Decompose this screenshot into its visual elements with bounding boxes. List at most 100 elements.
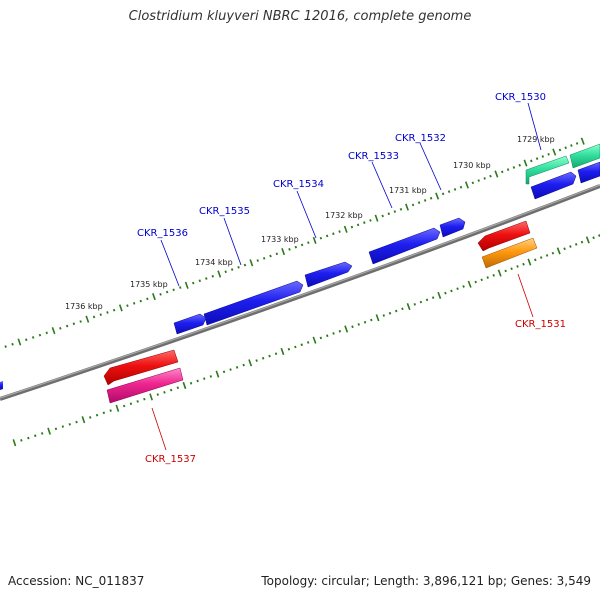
map-title: Clostridium kluyveri NBRC 12016, complet… bbox=[128, 9, 472, 24]
minor-tick bbox=[45, 331, 48, 335]
genome-info-label: Topology: circular; Length: 3,896,121 bp… bbox=[261, 574, 591, 588]
minor-tick bbox=[122, 404, 126, 408]
minor-tick bbox=[425, 298, 429, 302]
major-tick bbox=[343, 225, 348, 233]
minor-tick bbox=[471, 181, 475, 185]
major-tick bbox=[149, 393, 153, 401]
minor-tick bbox=[319, 336, 323, 340]
gene-label-ckr-1535[interactable]: CKR_1535 bbox=[199, 206, 250, 217]
minor-tick bbox=[106, 311, 109, 314]
gene-label-ckr-1536[interactable]: CKR_1536 bbox=[137, 228, 188, 239]
inner-tick-track bbox=[4, 137, 585, 348]
gene-arrow-edge[interactable] bbox=[0, 381, 3, 390]
minor-tick bbox=[480, 278, 483, 282]
minor-tick bbox=[300, 243, 304, 247]
minor-tick bbox=[307, 241, 310, 244]
minor-tick bbox=[522, 262, 525, 266]
minor-tick bbox=[387, 212, 391, 216]
minor-tick bbox=[319, 236, 323, 240]
minor-tick bbox=[203, 377, 206, 380]
minor-tick bbox=[369, 219, 372, 222]
minor-tick bbox=[235, 365, 239, 369]
minor-tick bbox=[510, 267, 513, 271]
minor-tick bbox=[382, 314, 386, 317]
minor-tick bbox=[136, 400, 139, 403]
minor-tick bbox=[388, 311, 392, 315]
gene-label-leaders bbox=[151, 102, 542, 451]
gene-label-ckr-1537[interactable]: CKR_1537 bbox=[145, 454, 196, 465]
major-tick bbox=[215, 370, 220, 378]
minor-tick bbox=[27, 436, 30, 440]
gene-label-ckr-1531[interactable]: CKR_1531 bbox=[515, 319, 566, 330]
minor-tick bbox=[256, 259, 259, 262]
kbp-label: 1729 kbp bbox=[517, 135, 555, 144]
kbp-label: 1735 kbp bbox=[130, 280, 168, 289]
gene-arrow-ckr-1530[interactable] bbox=[530, 171, 577, 200]
gene-arrow-ckr-1533[interactable] bbox=[368, 227, 441, 265]
minor-tick bbox=[575, 142, 579, 145]
minor-tick bbox=[512, 166, 516, 169]
minor-tick bbox=[75, 420, 78, 424]
kbp-label: 1730 kbp bbox=[453, 161, 491, 170]
minor-tick bbox=[65, 324, 69, 328]
minor-tick bbox=[288, 247, 291, 251]
minor-tick bbox=[474, 280, 477, 284]
minor-tick bbox=[447, 190, 451, 194]
major-tick bbox=[527, 258, 532, 266]
major-tick bbox=[552, 148, 557, 156]
minor-tick bbox=[294, 245, 298, 249]
minor-tick bbox=[363, 221, 366, 225]
gene-label-ckr-1533[interactable]: CKR_1533 bbox=[348, 151, 399, 162]
minor-tick bbox=[61, 425, 65, 428]
minor-tick bbox=[99, 313, 102, 316]
gene-label-ckr-1530[interactable]: CKR_1530 bbox=[495, 92, 546, 103]
minor-tick bbox=[539, 256, 543, 259]
kbp-label: 1736 kbp bbox=[65, 302, 103, 311]
major-tick bbox=[17, 338, 22, 346]
minor-tick bbox=[450, 289, 453, 293]
minor-tick bbox=[129, 402, 133, 406]
minor-tick bbox=[156, 393, 160, 396]
rna-feature-teal[interactable] bbox=[525, 155, 570, 185]
minor-tick bbox=[102, 411, 106, 415]
minor-tick bbox=[423, 199, 427, 202]
minor-tick bbox=[541, 155, 545, 158]
minor-tick bbox=[132, 302, 136, 305]
major-tick bbox=[494, 170, 499, 178]
gene-arrow-ckr-1537[interactable] bbox=[103, 349, 179, 386]
minor-tick bbox=[163, 391, 166, 394]
minor-tick bbox=[211, 274, 214, 278]
minor-tick bbox=[209, 375, 213, 378]
major-tick bbox=[435, 192, 440, 200]
gene-arrow-ckr-1534[interactable] bbox=[304, 261, 353, 288]
minor-tick bbox=[558, 148, 562, 152]
minor-tick bbox=[592, 236, 595, 240]
major-tick bbox=[523, 159, 528, 167]
feature-pink-ckr-1537[interactable] bbox=[106, 367, 184, 404]
minor-tick bbox=[326, 334, 329, 338]
gene-arrow-ckr-1535[interactable] bbox=[203, 280, 304, 326]
gene-label-ckr-1534[interactable]: CKR_1534 bbox=[273, 179, 324, 190]
gene-arrow-ckr-1532[interactable] bbox=[439, 217, 466, 238]
minor-tick bbox=[40, 432, 44, 435]
kbp-scale-labels: 1729 kbp 1730 kbp 1731 kbp 1732 kbp 1733… bbox=[65, 135, 555, 311]
gene-arrow-ckr-1530-next[interactable] bbox=[577, 161, 600, 184]
gene-label-ckr-1532[interactable]: CKR_1532 bbox=[395, 133, 446, 144]
minor-tick bbox=[444, 291, 447, 295]
gene-arrow-ckr-1531[interactable] bbox=[477, 220, 531, 252]
rna-feature-teal-2[interactable] bbox=[569, 143, 600, 169]
major-tick bbox=[406, 303, 411, 311]
feature-orange-ckr-1531[interactable] bbox=[481, 237, 538, 269]
minor-tick bbox=[413, 303, 416, 306]
gene-arrow-ckr-1536[interactable] bbox=[173, 313, 207, 335]
minor-tick bbox=[38, 333, 42, 337]
minor-tick bbox=[535, 157, 539, 161]
minor-tick bbox=[54, 427, 58, 431]
major-tick bbox=[85, 315, 90, 323]
minor-tick bbox=[381, 214, 384, 218]
major-tick bbox=[344, 325, 349, 333]
minor-tick bbox=[338, 230, 341, 233]
major-tick bbox=[464, 181, 469, 189]
gene-labels: CKR_1530 CKR_1532 CKR_1533 CKR_1534 CKR_… bbox=[137, 92, 566, 465]
